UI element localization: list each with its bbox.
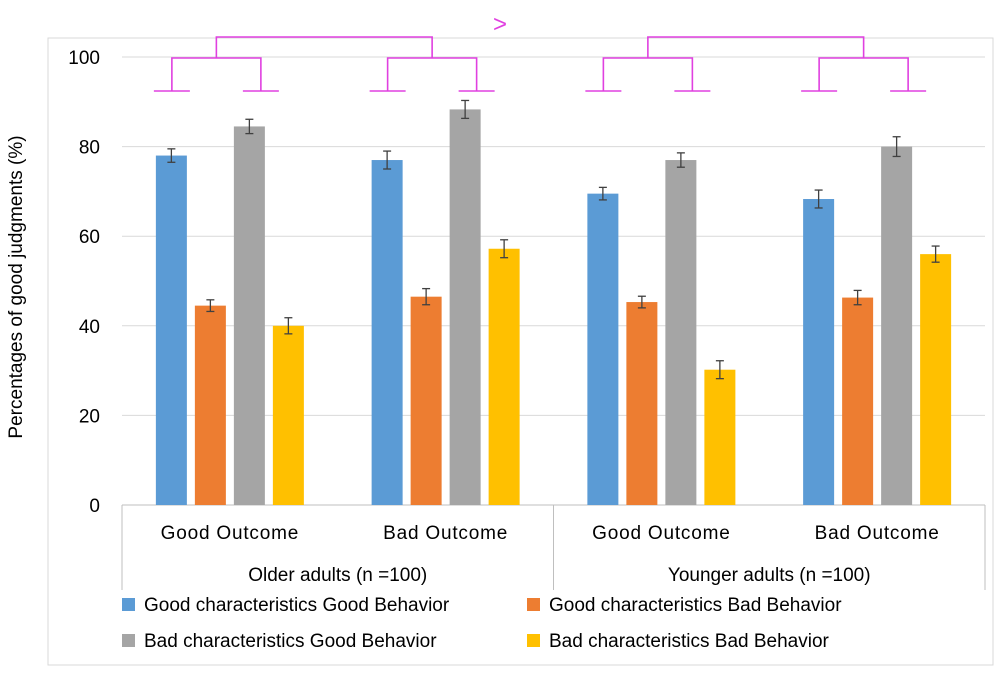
x-category-label: Good Outcome	[592, 523, 730, 544]
comparison-symbol: >	[493, 11, 507, 38]
legend-label: Bad characteristics Bad Behavior	[549, 631, 830, 652]
y-tick-label: 80	[79, 138, 100, 159]
y-tick-label: 0	[89, 496, 100, 517]
bar	[194, 305, 226, 505]
y-tick-label: 20	[79, 406, 100, 427]
legend-swatch	[122, 598, 135, 611]
y-tick-label: 40	[79, 317, 100, 338]
legend-label: Good characteristics Bad Behavior	[549, 595, 842, 616]
bar	[272, 325, 304, 505]
y-axis-label: Percentages of good judgments (%)	[6, 135, 27, 438]
bracket	[215, 36, 433, 58]
bar	[371, 160, 403, 506]
x-group-label: Younger adults (n =100)	[668, 565, 871, 586]
bracket	[647, 36, 865, 58]
bar	[920, 254, 952, 505]
legend-swatch	[527, 634, 540, 647]
x-category-label: Bad Outcome	[383, 523, 508, 544]
y-axis-ticks: 0 20 40 60 80 100	[68, 48, 100, 517]
x-category-label: Bad Outcome	[815, 523, 940, 544]
bars	[155, 109, 952, 506]
error-bars	[167, 99, 940, 380]
bar	[410, 296, 442, 505]
legend-label: Bad characteristics Good Behavior	[144, 631, 437, 652]
x-group-label: Older adults (n =100)	[248, 565, 427, 586]
bar	[881, 146, 913, 505]
bar	[842, 297, 874, 505]
legend-swatch	[122, 634, 135, 647]
significance-brackets	[153, 36, 927, 92]
legend-swatch	[527, 598, 540, 611]
legend-label: Good characteristics Good Behavior	[144, 595, 450, 616]
x-axis: Good Outcome Bad Outcome Good Outcome Bad O…	[121, 505, 986, 590]
bar	[449, 109, 481, 505]
bar	[665, 160, 697, 506]
bar	[155, 155, 187, 505]
bar	[704, 369, 736, 505]
bar	[803, 199, 835, 506]
x-category-label: Good Outcome	[161, 523, 299, 544]
bar	[488, 248, 520, 505]
legend: Good characteristics Good Behavior Good c…	[122, 595, 842, 652]
y-tick-label: 100	[68, 48, 100, 69]
bar	[626, 302, 658, 505]
bar	[233, 126, 265, 505]
gridlines	[122, 56, 985, 506]
y-tick-label: 60	[79, 227, 100, 248]
bar	[587, 193, 619, 505]
